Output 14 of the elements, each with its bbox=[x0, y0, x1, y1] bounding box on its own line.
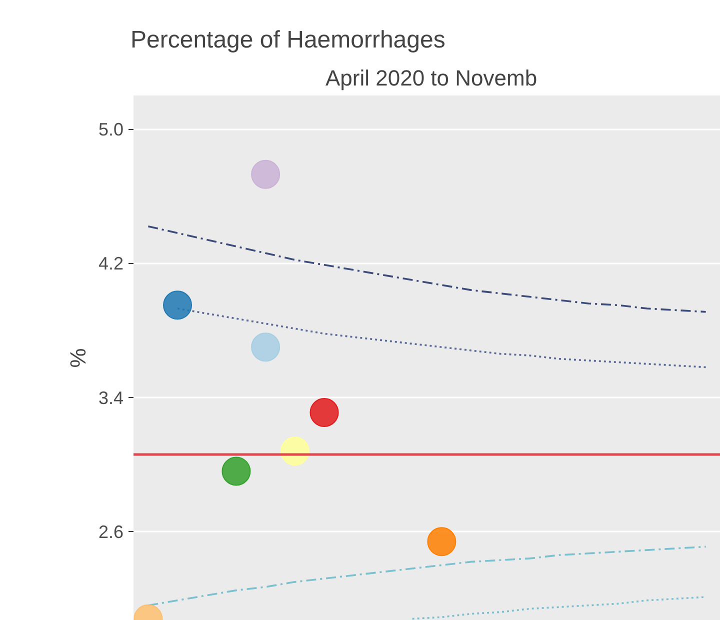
point bbox=[222, 456, 251, 486]
point bbox=[163, 290, 192, 320]
point bbox=[251, 332, 280, 362]
y-tick-label: 2.6 bbox=[98, 522, 124, 542]
y-tick-label: 3.4 bbox=[98, 388, 124, 408]
line-series bbox=[147, 225, 707, 313]
point bbox=[251, 160, 280, 189]
chart-subtitle: April 2020 to Novemb bbox=[326, 66, 538, 90]
point bbox=[427, 527, 456, 556]
chart-title: Percentage of Haemorrhages bbox=[130, 26, 446, 54]
point bbox=[310, 398, 339, 427]
y-axis-title: % bbox=[65, 348, 90, 368]
y-tick-label: 5.0 bbox=[98, 120, 124, 140]
y-tick-label: 4.2 bbox=[98, 254, 124, 274]
